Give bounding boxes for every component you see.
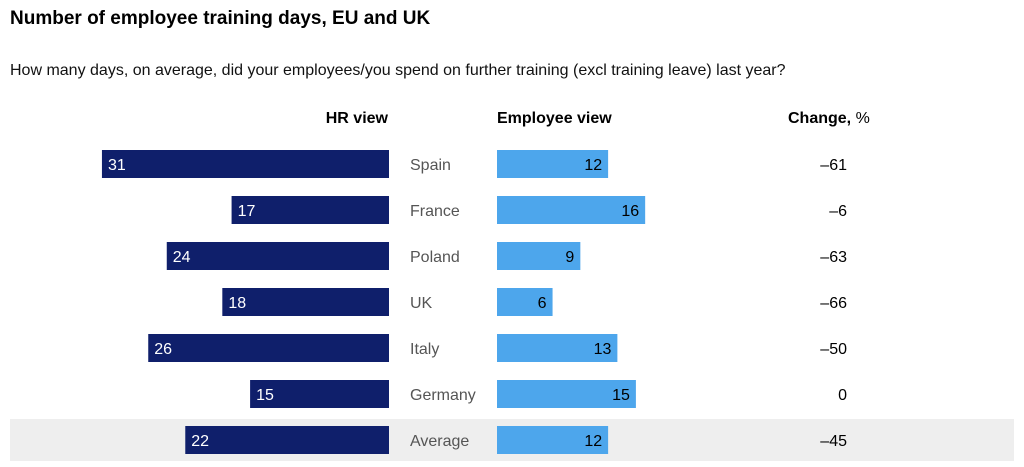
change-value-spain: –61 <box>820 157 847 174</box>
hr-bar-uk <box>222 288 389 316</box>
change-header: Change, % <box>788 110 870 128</box>
employee-bar-poland <box>497 242 581 270</box>
change-value-average: –45 <box>820 433 847 450</box>
hr-bar-average <box>185 426 389 454</box>
hr-value-italy: 26 <box>154 341 172 358</box>
chart-title: Number of employee training days, EU and… <box>10 8 431 29</box>
category-label-poland: Poland <box>410 249 460 266</box>
hr-value-france: 17 <box>238 203 256 220</box>
chart-subtitle: How many days, on average, did your empl… <box>10 62 786 79</box>
category-label-france: France <box>410 203 460 220</box>
category-label-italy: Italy <box>410 341 439 358</box>
change-value-poland: –63 <box>820 249 847 266</box>
change-value-italy: –50 <box>820 341 847 358</box>
hr-value-poland: 24 <box>173 249 191 266</box>
employee-bar-germany <box>497 380 636 408</box>
category-label-uk: UK <box>410 295 433 312</box>
category-label-average: Average <box>410 433 469 450</box>
employee-value-italy: 13 <box>594 341 612 358</box>
employee-bar-average <box>497 426 609 454</box>
hr-value-average: 22 <box>191 433 209 450</box>
employee-value-spain: 12 <box>584 157 602 174</box>
employee-value-germany: 15 <box>612 387 630 404</box>
employee-value-france: 16 <box>621 203 639 220</box>
hr-bar-poland <box>166 242 389 270</box>
hr-value-uk: 18 <box>228 295 246 312</box>
employee-bar-france <box>497 196 646 224</box>
employee-bar-uk <box>497 288 553 316</box>
employee-value-average: 12 <box>584 433 602 450</box>
category-label-spain: Spain <box>410 157 451 174</box>
hr-value-germany: 15 <box>256 387 274 404</box>
employee-bar-italy <box>497 334 618 362</box>
hr-bar-italy <box>148 334 389 362</box>
employee-value-poland: 9 <box>565 249 574 266</box>
hr-bar-germany <box>250 380 389 408</box>
employee-value-uk: 6 <box>538 295 547 312</box>
change-value-uk: –66 <box>820 295 847 312</box>
employee-bar-spain <box>497 150 609 178</box>
change-value-france: –6 <box>829 203 847 220</box>
hr-view-header: HR view <box>325 110 388 127</box>
hr-bar-spain <box>101 150 389 178</box>
category-label-germany: Germany <box>410 387 476 404</box>
employee-view-header: Employee view <box>497 110 612 127</box>
hr-bar-france <box>231 196 389 224</box>
change-value-germany: 0 <box>838 387 847 404</box>
hr-value-spain: 31 <box>108 157 126 174</box>
change-header-unit: % <box>851 110 870 127</box>
change-header-label: Change, <box>788 110 852 127</box>
